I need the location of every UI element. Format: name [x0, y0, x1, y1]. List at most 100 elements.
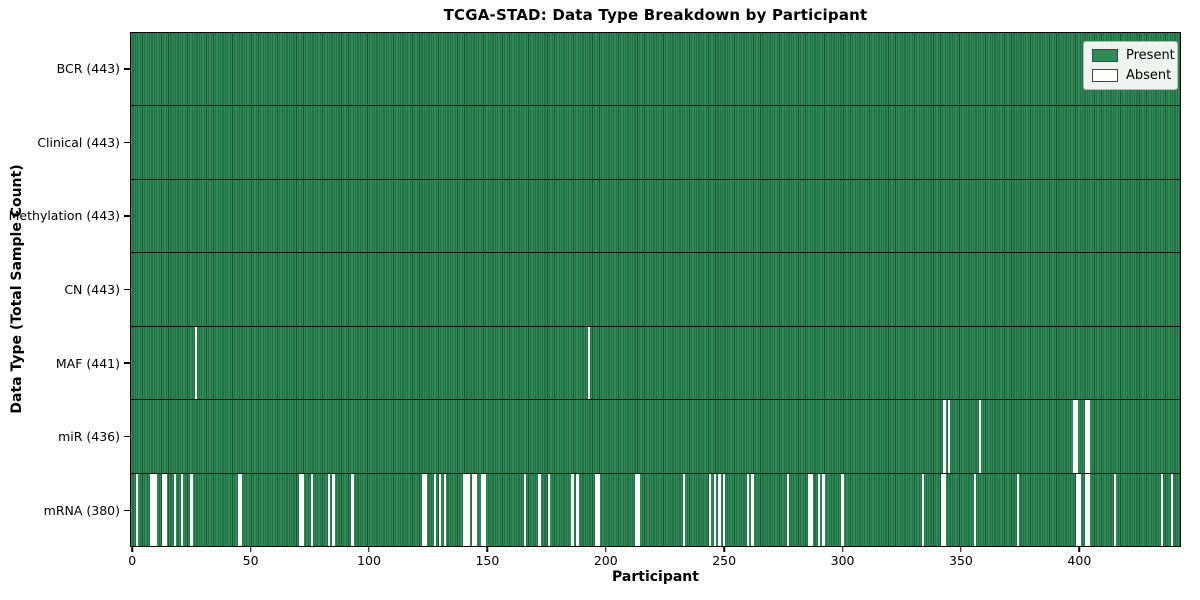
absent-bar-mRNA-356: [973, 473, 977, 546]
absent-bar-mRNA-14: [164, 473, 167, 546]
absent-bar-mRNA-415: [1113, 473, 1117, 546]
chart-title: TCGA-STAD: Data Type Breakdown by Partic…: [443, 6, 868, 24]
absent-bar-mRNA-123: [422, 473, 425, 546]
absent-bar-mRNA-13: [161, 473, 165, 546]
absent-bar-mRNA-403: [1085, 473, 1088, 546]
absent-bar-MAF-27: [194, 326, 198, 400]
absent-bar-mRNA-18: [173, 473, 176, 546]
absent-bar-mRNA-277: [786, 473, 790, 546]
y-tick-label-MAF: MAF (441): [55, 355, 120, 371]
x-tick-mark-400: [1078, 547, 1081, 552]
absent-bar-mRNA-145: [474, 473, 477, 546]
present-swatch-icon: [1092, 49, 1118, 62]
absent-bar-mRNA-93: [351, 473, 354, 546]
absent-bar-mRNA-142: [467, 473, 470, 546]
row-mRNA: [131, 472, 1180, 546]
absent-bar-mRNA-233: [682, 473, 686, 546]
y-tick-mark: [124, 68, 130, 70]
x-tick-label-0: 0: [128, 553, 137, 568]
y-tick-label-miR: miR (436): [58, 429, 120, 445]
absent-bar-mRNA-130: [438, 473, 442, 546]
absent-bar-mRNA-132: [443, 473, 446, 546]
absent-bar-mRNA-188: [576, 473, 579, 546]
row-miR: [131, 399, 1180, 473]
x-tick-label-350: 350: [949, 553, 973, 568]
absent-bar-miR-404: [1087, 400, 1090, 473]
absent-bar-mRNA-292: [822, 473, 825, 546]
absent-bar-mRNA-72: [301, 473, 304, 546]
plot-area: [130, 32, 1181, 547]
absent-bar-miR-345: [947, 400, 951, 473]
absent-bar-mRNA-334: [921, 473, 925, 546]
x-tick-label-300: 300: [830, 553, 855, 568]
x-tick-label-400: 400: [1067, 553, 1092, 568]
absent-bar-mRNA-197: [597, 473, 600, 546]
absent-bar-miR-358: [978, 400, 982, 473]
x-tick-mark-50: [249, 547, 252, 552]
absent-bar-mRNA-286: [808, 473, 811, 546]
absent-bar-mRNA-149: [483, 473, 487, 546]
absent-bar-mRNA-213: [635, 473, 638, 546]
absent-bar-mRNA-439: [1170, 473, 1173, 546]
legend-item-present: Present: [1092, 48, 1175, 63]
y-tick-label-BCR: BCR (443): [56, 61, 120, 77]
y-tick-label-mRNA: mRNA (380): [43, 502, 120, 518]
x-tick-label-250: 250: [712, 553, 737, 568]
legend-item-absent: Absent: [1092, 68, 1172, 83]
absent-swatch-icon: [1092, 69, 1118, 82]
legend-label-present: Present: [1126, 48, 1175, 63]
absent-bar-mRNA-71: [299, 473, 302, 546]
y-tick-mark: [124, 288, 130, 291]
absent-bar-mRNA-10: [154, 473, 158, 546]
absent-bar-miR-398: [1073, 400, 1076, 473]
absent-bar-miR-343: [943, 400, 946, 473]
y-tick-mark: [124, 362, 130, 364]
x-axis-label: Participant: [612, 569, 699, 585]
x-tick-label-100: 100: [357, 553, 381, 568]
absent-bar-mRNA-141: [464, 473, 468, 546]
absent-bar-mRNA-76: [310, 473, 314, 546]
absent-bar-mRNA-404: [1087, 473, 1090, 546]
absent-bar-mRNA-244: [708, 473, 712, 546]
x-tick-mark-300: [841, 547, 844, 552]
absent-bar-mRNA-128: [434, 473, 437, 546]
absent-bar-miR-403: [1085, 400, 1088, 473]
y-tick-mark: [124, 509, 130, 511]
absent-bar-mRNA-176: [547, 473, 551, 546]
absent-bar-mRNA-290: [817, 473, 821, 546]
y-tick-label-Clinical: Clinical (443): [37, 134, 120, 150]
x-tick-mark-100: [368, 547, 370, 552]
y-tick-label-CN: CN (443): [64, 282, 120, 298]
row-Methylation: [131, 178, 1180, 253]
absent-bar-mRNA-46: [239, 473, 243, 546]
absent-bar-mRNA-85: [332, 473, 335, 546]
x-tick-mark-350: [960, 547, 962, 552]
row-MAF: [131, 325, 1180, 400]
absent-bar-mRNA-342: [940, 473, 944, 546]
y-tick-mark: [124, 141, 130, 144]
absent-bar-mRNA-45: [237, 473, 240, 546]
row-Clinical: [131, 105, 1180, 179]
legend-label-absent: Absent: [1126, 68, 1172, 83]
absent-bar-mRNA-25: [190, 473, 193, 546]
x-tick-label-200: 200: [593, 553, 618, 568]
row-CN: [131, 252, 1180, 326]
absent-bar-mRNA-8: [149, 473, 153, 546]
absent-bar-mRNA-186: [571, 473, 574, 546]
absent-bar-mRNA-124: [424, 473, 427, 546]
row-BCR: [131, 33, 1180, 106]
absent-bar-mRNA-300: [841, 473, 844, 546]
y-tick-mark: [124, 435, 130, 438]
absent-bar-miR-399: [1075, 400, 1079, 473]
absent-bar-mRNA-144: [471, 473, 475, 546]
absent-bar-mRNA-148: [481, 473, 484, 546]
x-tick-label-50: 50: [242, 553, 259, 568]
absent-bar-mRNA-399: [1075, 473, 1079, 546]
x-tick-mark-0: [131, 547, 133, 552]
x-tick-mark-250: [723, 547, 725, 552]
absent-bar-mRNA-400: [1078, 473, 1081, 546]
absent-bar-mRNA-9: [152, 473, 155, 546]
absent-bar-mRNA-196: [595, 473, 598, 546]
absent-bar-mRNA-83: [327, 473, 330, 546]
x-tick-mark-150: [486, 547, 489, 552]
